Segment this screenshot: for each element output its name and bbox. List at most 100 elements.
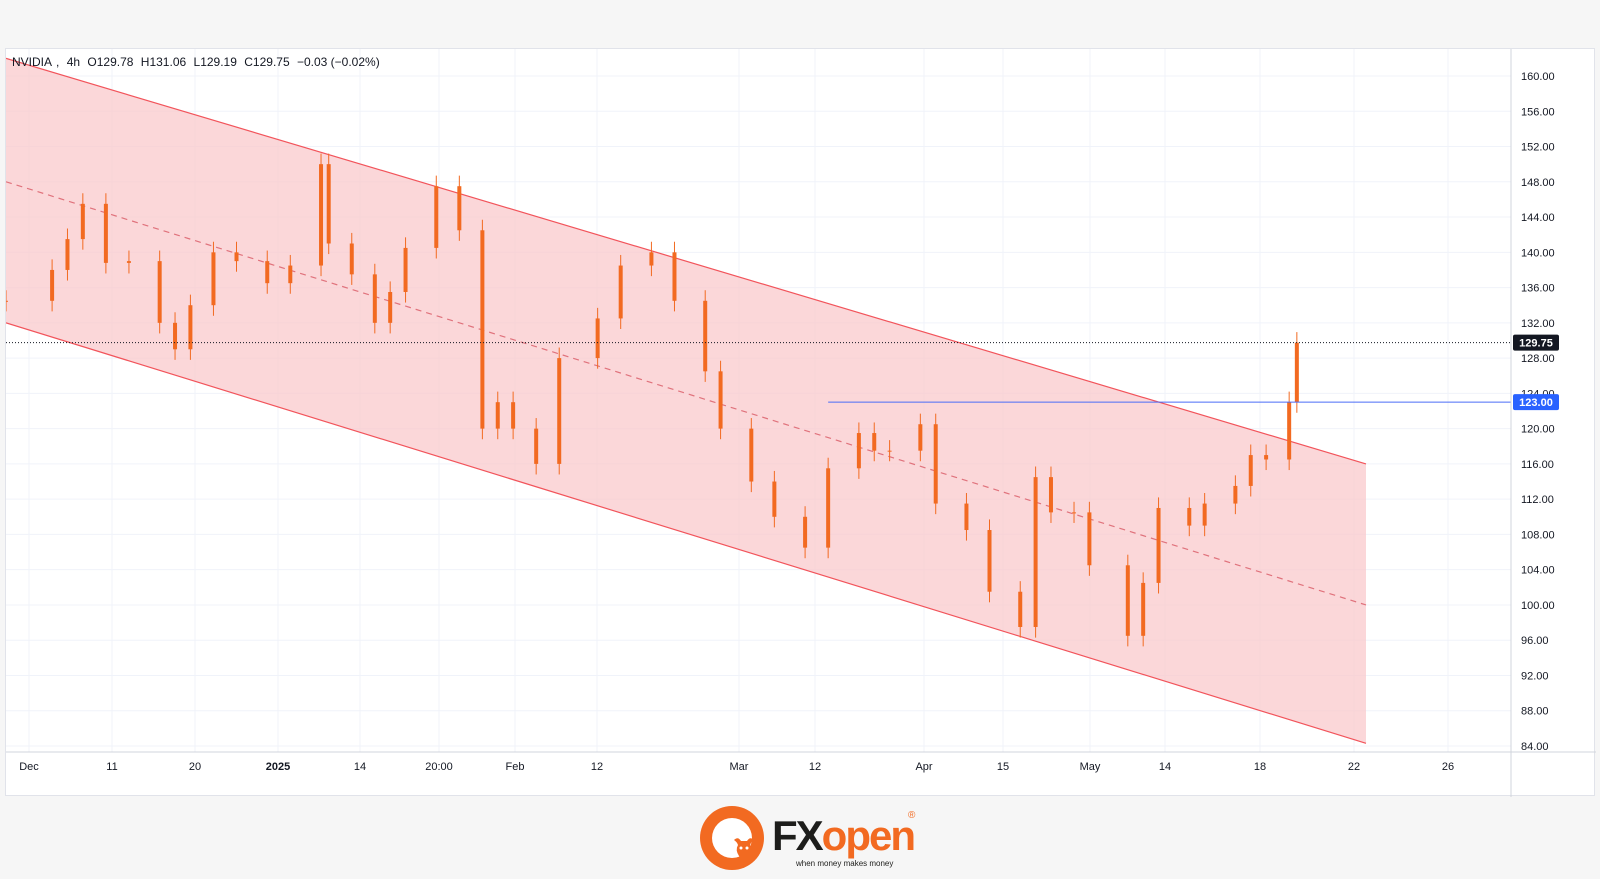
candle-body	[918, 424, 923, 451]
x-tick-label: 11	[106, 761, 117, 773]
y-tick-label: 112.00	[1521, 494, 1554, 506]
level-price-label-bg	[1513, 394, 1559, 411]
legend-change: −0.03 (−0.02%)	[296, 55, 380, 69]
candle-body	[173, 322, 178, 350]
x-tick-label: 14	[354, 761, 366, 773]
candle-body	[1202, 503, 1207, 526]
candle-body	[372, 274, 377, 323]
candle-body	[772, 481, 777, 517]
y-tick-label: 108.00	[1521, 529, 1555, 541]
current-price-label: 129.75	[1519, 338, 1553, 350]
candle-body	[1141, 582, 1146, 636]
y-tick-label: 104.00	[1521, 565, 1555, 577]
candle-body	[126, 261, 131, 263]
legend-low: L129.19	[193, 55, 237, 69]
candle-body	[534, 428, 539, 464]
candle-body	[157, 261, 162, 323]
x-tick-label: 18	[1254, 761, 1266, 773]
y-tick-label: 128.00	[1521, 353, 1555, 365]
candle-body	[103, 203, 108, 263]
candle-body	[872, 433, 877, 451]
candle-body	[803, 516, 808, 548]
x-tick-label: Mar	[730, 761, 749, 773]
y-tick-label: 116.00	[1521, 459, 1554, 471]
y-tick-label: 160.00	[1521, 71, 1555, 83]
x-tick-label: 20:00	[425, 761, 453, 773]
candle-body	[403, 247, 408, 292]
candle-body	[703, 300, 708, 372]
candle-body	[1264, 455, 1269, 460]
y-tick-label: 148.00	[1521, 177, 1555, 189]
y-tick-label: 84.00	[1521, 741, 1549, 753]
legend-close: C129.75	[244, 55, 290, 69]
legend-interval: 4h	[66, 55, 81, 69]
y-tick-label: 156.00	[1521, 106, 1555, 118]
candle-body	[987, 530, 992, 592]
registered-mark: ®	[908, 810, 916, 821]
price-chart[interactable]: 160.00 156.00 152.00 148.00 144.00 140.00 136.…	[6, 49, 1596, 797]
x-tick-label: 2025	[266, 761, 290, 773]
chart-panel[interactable]: 160.00 156.00 152.00 148.00 144.00 140.00 136.…	[5, 48, 1596, 797]
y-tick-label: 88.00	[1521, 706, 1549, 718]
x-tick-label: 14	[1159, 761, 1171, 773]
candle-body	[495, 402, 500, 429]
candle-body	[649, 252, 654, 266]
candle-body	[65, 239, 70, 270]
candle-body	[1294, 342, 1299, 403]
y-tick-label: 100.00	[1521, 600, 1555, 612]
candle-body	[1287, 402, 1292, 460]
candle-body	[1187, 507, 1192, 526]
channel-fill	[6, 58, 1366, 744]
candle-body	[1156, 507, 1161, 583]
candle-body	[188, 305, 193, 350]
x-tick-label: 15	[997, 761, 1009, 773]
y-tick-label: 132.00	[1521, 318, 1555, 330]
candle-body	[288, 265, 293, 284]
y-tick-label: 120.00	[1521, 424, 1555, 436]
candle-body	[718, 371, 723, 429]
candle-body	[1248, 455, 1253, 486]
candle-body	[1033, 477, 1038, 627]
legend-high: H131.06	[140, 55, 187, 69]
y-tick-label: 144.00	[1521, 212, 1555, 224]
candle-body	[511, 402, 516, 429]
x-tick-label: 22	[1348, 761, 1360, 773]
candle-body	[457, 186, 462, 231]
candle-body	[1072, 512, 1077, 514]
x-tick-label: Feb	[506, 761, 525, 773]
x-tick-label: May	[1080, 761, 1101, 773]
y-tick-label: 96.00	[1521, 635, 1549, 647]
fxopen-logo: FXopen ® when money makes money	[700, 806, 940, 872]
brand-name: FXopen	[772, 812, 916, 859]
y-tick-label: 136.00	[1521, 283, 1555, 295]
legend-symbol: NVIDIA	[12, 55, 53, 69]
candle-body	[434, 186, 439, 248]
candle-body	[326, 164, 331, 244]
candle-body	[211, 252, 216, 306]
y-tick-label: 92.00	[1521, 670, 1549, 682]
x-tick-label: 26	[1442, 761, 1454, 773]
y-tick-label: 140.00	[1521, 247, 1555, 259]
candle-body	[1018, 591, 1023, 627]
channel-upper-line	[6, 57, 1367, 465]
candle-body	[618, 265, 623, 319]
candle-body	[1125, 565, 1130, 636]
candle-body	[933, 424, 938, 504]
channel-lower-line	[6, 322, 1367, 744]
candle-body	[80, 203, 85, 240]
x-tick-label: 20	[189, 761, 201, 773]
x-tick-label: 12	[809, 761, 821, 773]
candle-body	[349, 243, 354, 275]
candle-body	[50, 269, 55, 301]
candle-body	[557, 358, 562, 464]
level-price-label: 123.00	[1519, 397, 1553, 409]
candle-body	[826, 468, 831, 548]
current-price-label-bg	[1513, 334, 1559, 351]
candle-body	[856, 433, 861, 469]
x-tick-label: Apr	[915, 761, 932, 773]
candle-body	[480, 230, 485, 429]
brand-slogan: when money makes money	[796, 859, 894, 868]
x-tick-label: Dec	[19, 761, 39, 773]
candle-body	[749, 428, 754, 482]
y-tick-label: 152.00	[1521, 142, 1555, 154]
